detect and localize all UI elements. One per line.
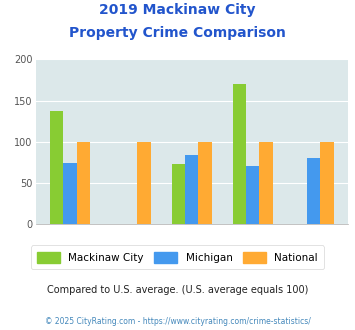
Text: Property Crime Comparison: Property Crime Comparison [69,26,286,40]
Text: 2019 Mackinaw City: 2019 Mackinaw City [99,3,256,17]
Bar [77,142,90,224]
Bar [198,142,212,224]
Bar [260,142,273,224]
Legend: Mackinaw City, Michigan, National: Mackinaw City, Michigan, National [31,246,324,269]
Bar [50,112,63,224]
Bar [137,142,151,224]
Bar [185,155,198,224]
Bar [307,158,320,224]
Bar [171,164,185,224]
Text: © 2025 CityRating.com - https://www.cityrating.com/crime-statistics/: © 2025 CityRating.com - https://www.city… [45,317,310,326]
Bar [233,84,246,224]
Bar [320,142,334,224]
Bar [63,162,77,224]
Text: Compared to U.S. average. (U.S. average equals 100): Compared to U.S. average. (U.S. average … [47,285,308,295]
Bar [246,166,260,224]
